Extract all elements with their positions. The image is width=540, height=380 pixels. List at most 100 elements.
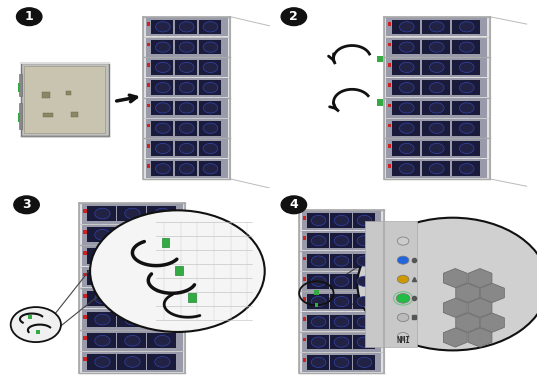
Bar xyxy=(175,101,197,115)
Bar xyxy=(82,352,183,372)
Bar xyxy=(387,38,487,57)
Bar xyxy=(199,162,221,176)
Circle shape xyxy=(357,317,372,327)
Circle shape xyxy=(400,22,414,32)
Bar xyxy=(392,101,421,115)
Bar xyxy=(175,162,197,176)
Bar xyxy=(151,141,173,156)
Circle shape xyxy=(311,357,326,367)
Bar xyxy=(151,80,173,95)
Circle shape xyxy=(203,103,218,113)
Circle shape xyxy=(357,256,372,266)
Bar xyxy=(307,254,329,268)
Bar xyxy=(188,293,196,302)
Circle shape xyxy=(125,230,140,240)
Circle shape xyxy=(357,215,372,226)
Bar xyxy=(147,144,150,148)
Circle shape xyxy=(94,208,110,219)
Bar xyxy=(388,22,391,26)
Bar xyxy=(117,312,146,327)
Bar xyxy=(387,78,487,97)
Bar xyxy=(299,211,384,372)
Bar xyxy=(387,98,487,117)
Bar xyxy=(302,272,381,291)
Bar xyxy=(117,291,146,306)
Circle shape xyxy=(357,236,372,246)
Bar xyxy=(84,357,86,361)
Circle shape xyxy=(460,143,474,154)
Circle shape xyxy=(357,357,372,367)
Circle shape xyxy=(334,337,349,347)
Bar xyxy=(302,332,381,352)
Circle shape xyxy=(397,332,409,340)
Bar xyxy=(353,254,375,268)
Bar xyxy=(71,112,78,117)
Circle shape xyxy=(334,236,349,246)
Bar xyxy=(387,159,487,178)
Circle shape xyxy=(334,215,349,226)
Bar xyxy=(84,294,86,298)
Bar xyxy=(84,315,86,319)
Bar xyxy=(422,162,450,176)
Circle shape xyxy=(311,256,326,266)
Bar xyxy=(307,233,329,248)
Bar xyxy=(388,104,391,107)
Circle shape xyxy=(156,164,170,174)
Circle shape xyxy=(94,230,110,240)
Bar xyxy=(151,162,173,176)
Bar xyxy=(422,19,450,34)
Bar xyxy=(303,277,306,280)
Circle shape xyxy=(397,275,409,283)
Bar xyxy=(452,19,481,34)
Bar xyxy=(43,113,52,117)
Circle shape xyxy=(94,336,110,346)
Circle shape xyxy=(179,164,194,174)
Circle shape xyxy=(94,356,110,367)
Bar xyxy=(199,101,221,115)
Bar xyxy=(330,355,352,370)
Circle shape xyxy=(203,42,218,52)
Bar xyxy=(147,248,176,264)
Bar xyxy=(303,256,306,260)
Bar xyxy=(303,338,306,341)
Polygon shape xyxy=(456,313,480,332)
Circle shape xyxy=(460,164,474,174)
Circle shape xyxy=(94,272,110,282)
Bar xyxy=(452,121,481,136)
Bar xyxy=(387,119,487,138)
Polygon shape xyxy=(456,283,480,302)
Bar xyxy=(87,227,116,242)
Circle shape xyxy=(203,22,218,32)
Bar xyxy=(388,43,391,46)
Bar xyxy=(388,144,391,148)
Bar xyxy=(147,124,150,127)
Text: 1: 1 xyxy=(25,10,33,23)
Circle shape xyxy=(156,143,170,154)
Circle shape xyxy=(396,294,410,303)
Circle shape xyxy=(125,293,140,304)
Bar xyxy=(377,55,383,62)
Bar xyxy=(388,83,391,87)
Bar xyxy=(307,294,329,309)
Circle shape xyxy=(357,296,372,307)
Circle shape xyxy=(334,256,349,266)
Circle shape xyxy=(460,103,474,113)
Circle shape xyxy=(311,337,326,347)
Circle shape xyxy=(400,164,414,174)
Circle shape xyxy=(125,336,140,346)
Text: 3: 3 xyxy=(22,198,31,211)
Bar xyxy=(302,211,381,230)
Circle shape xyxy=(429,164,444,174)
Bar xyxy=(199,121,221,136)
Polygon shape xyxy=(468,269,492,288)
Circle shape xyxy=(125,272,140,282)
Bar xyxy=(147,63,150,66)
Bar xyxy=(146,139,228,158)
Bar xyxy=(42,92,50,98)
Circle shape xyxy=(460,62,474,73)
Bar xyxy=(452,141,481,156)
Bar xyxy=(387,139,487,158)
Bar xyxy=(422,141,450,156)
Circle shape xyxy=(179,103,194,113)
Circle shape xyxy=(311,276,326,287)
